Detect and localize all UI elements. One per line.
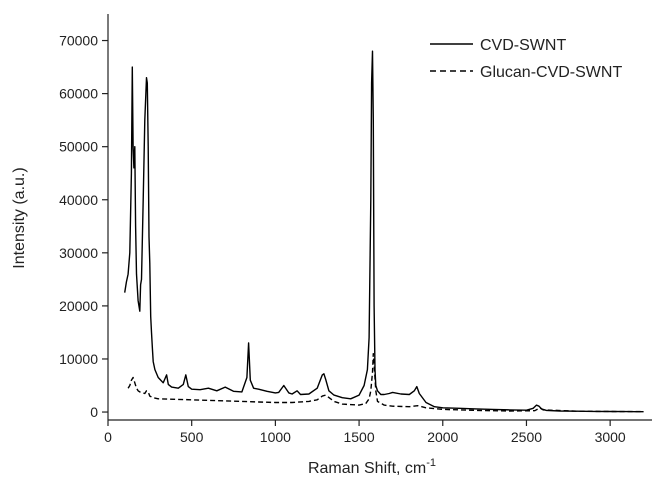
x-tick-label: 3000 [595, 429, 626, 445]
x-axis-title-superscript: -1 [426, 457, 436, 469]
series-group [124, 50, 644, 413]
y-tick-label: 70000 [59, 33, 98, 49]
y-tick-label: 50000 [59, 139, 98, 155]
y-axis-title: Intensity (a.u.) [11, 167, 28, 268]
x-axis-ticks: 0 500 1000 1500 2000 2500 3000 [104, 420, 626, 445]
x-tick-label: 2500 [511, 429, 542, 445]
y-tick-label: 40000 [59, 192, 98, 208]
y-tick-label: 60000 [59, 86, 98, 102]
y-tick-label: 20000 [59, 298, 98, 314]
y-tick-label: 10000 [59, 351, 98, 367]
x-tick-label: 2000 [427, 429, 458, 445]
legend: CVD-SWNT Glucan-CVD-SWNT [430, 37, 622, 81]
x-axis-title: Raman Shift, cm-1 [308, 457, 436, 477]
x-tick-label: 500 [180, 429, 204, 445]
series-line-cvd-swnt [124, 50, 644, 413]
x-tick-label: 1500 [343, 429, 374, 445]
series-line-glucan-cvd-swnt [127, 353, 644, 413]
legend-label-cvd-swnt: CVD-SWNT [480, 37, 566, 54]
legend-label-glucan-cvd-swnt: Glucan-CVD-SWNT [480, 64, 622, 81]
y-tick-label: 30000 [59, 245, 98, 261]
axes [107, 14, 652, 421]
y-tick-label: 0 [90, 404, 98, 420]
x-tick-label: 1000 [260, 429, 291, 445]
x-tick-label: 0 [104, 429, 112, 445]
y-axis-ticks: 0 10000 20000 30000 40000 50000 60000 70000 [59, 33, 108, 420]
